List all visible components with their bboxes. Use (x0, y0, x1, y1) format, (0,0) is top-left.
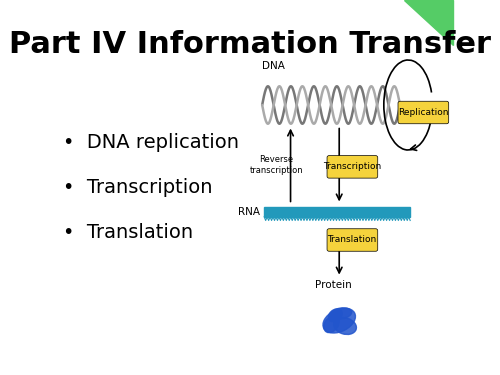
Ellipse shape (328, 309, 342, 322)
Bar (264, 207, 410, 217)
Text: •  DNA replication: • DNA replication (64, 133, 240, 152)
Text: Transcription: Transcription (323, 162, 382, 171)
Text: DNA: DNA (262, 61, 285, 71)
FancyBboxPatch shape (398, 101, 448, 124)
Ellipse shape (334, 318, 356, 334)
Polygon shape (404, 0, 453, 45)
Text: Reverse
transcription: Reverse transcription (250, 155, 303, 175)
Text: Protein: Protein (315, 280, 352, 290)
Text: •  Translation: • Translation (64, 223, 194, 242)
Text: Translation: Translation (328, 236, 377, 244)
Ellipse shape (324, 316, 339, 333)
FancyBboxPatch shape (327, 229, 378, 251)
FancyBboxPatch shape (327, 156, 378, 178)
Text: •  Transcription: • Transcription (64, 178, 213, 197)
Text: Part IV Information Transfer: Part IV Information Transfer (9, 30, 491, 59)
Text: RNA: RNA (238, 207, 260, 217)
Ellipse shape (323, 308, 356, 333)
Text: Replication: Replication (398, 108, 448, 117)
Ellipse shape (330, 308, 351, 319)
